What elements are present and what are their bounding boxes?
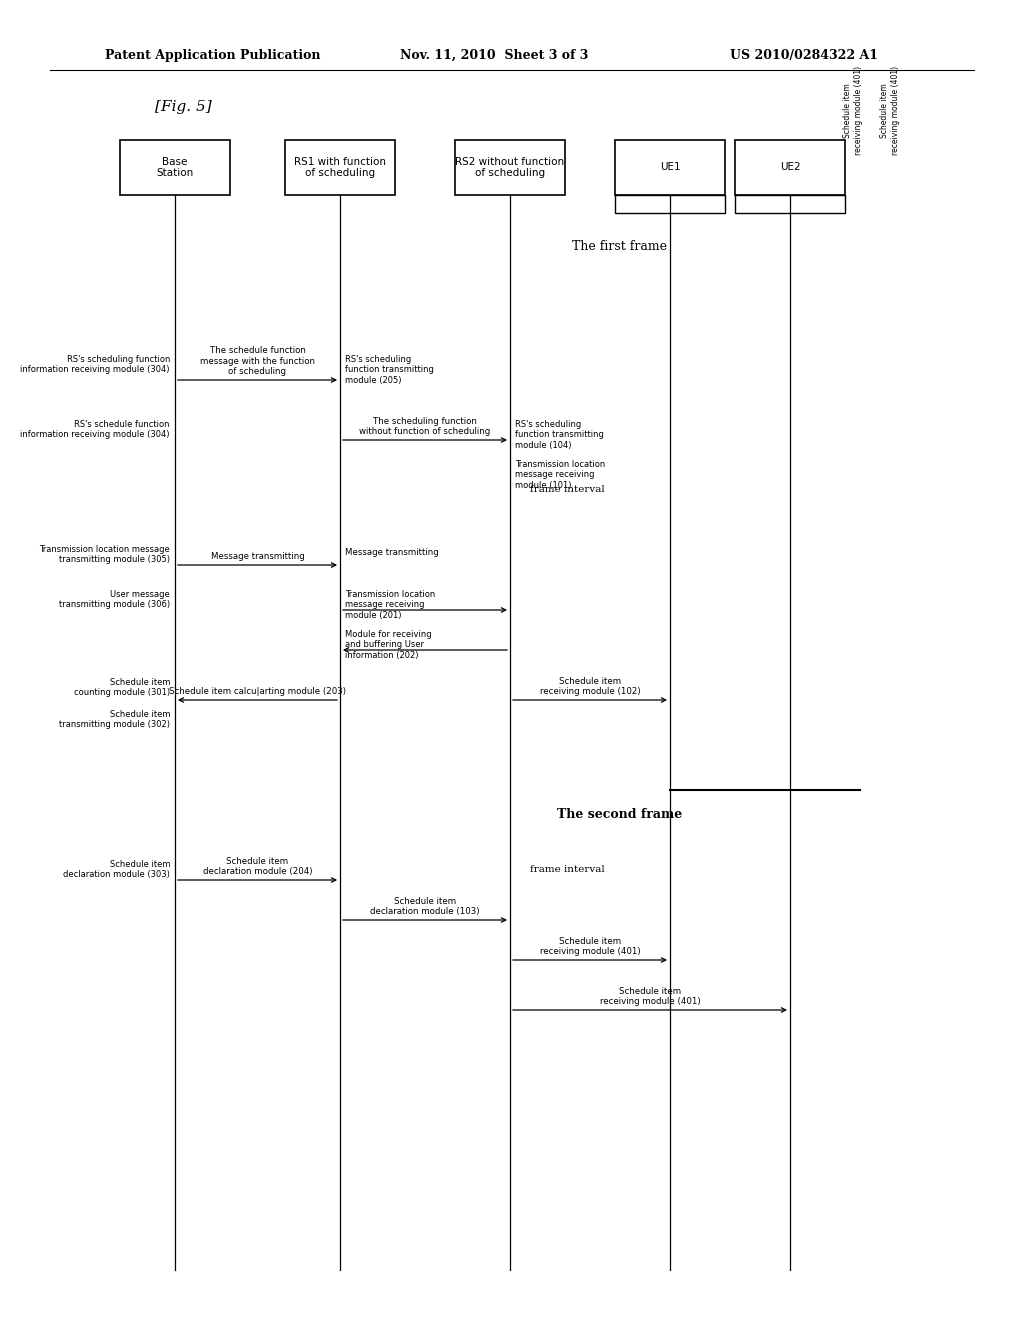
Text: Schedule item
receiving module (401): Schedule item receiving module (401) (540, 937, 640, 956)
Text: User message
transmitting module (306): User message transmitting module (306) (58, 590, 170, 610)
Bar (120, 140, 230, 195)
Text: US 2010/0284322 A1: US 2010/0284322 A1 (730, 49, 878, 62)
Text: [Fig. 5]: [Fig. 5] (155, 100, 212, 114)
Text: UE2: UE2 (779, 162, 801, 173)
Text: frame interval: frame interval (530, 866, 605, 874)
Bar (285, 140, 395, 195)
Text: RS's schedule function
information receiving module (304): RS's schedule function information recei… (20, 420, 170, 440)
Text: Schedule item
receiving module (401): Schedule item receiving module (401) (600, 986, 700, 1006)
Text: RS's scheduling function
information receiving module (304): RS's scheduling function information rec… (20, 355, 170, 375)
Text: The second frame: The second frame (557, 808, 683, 821)
Text: The schedule function
message with the function
of scheduling: The schedule function message with the f… (200, 346, 315, 376)
Text: RS1 with function
of scheduling: RS1 with function of scheduling (294, 157, 386, 178)
Text: Transmission location
message receiving
module (101): Transmission location message receiving … (515, 459, 605, 490)
Bar (455, 140, 565, 195)
Text: Patent Application Publication: Patent Application Publication (105, 49, 321, 62)
Text: Schedule item
receiving module (401): Schedule item receiving module (401) (881, 66, 900, 154)
Text: Message transmitting: Message transmitting (211, 552, 304, 561)
Text: Nov. 11, 2010  Sheet 3 of 3: Nov. 11, 2010 Sheet 3 of 3 (400, 49, 589, 62)
Text: The first frame: The first frame (572, 240, 668, 253)
Text: Message transmitting: Message transmitting (345, 548, 438, 557)
Text: UE1: UE1 (659, 162, 680, 173)
Bar (615, 140, 725, 195)
Text: RS's scheduling
function transmitting
module (104): RS's scheduling function transmitting mo… (515, 420, 604, 450)
Text: RS2 without function
of scheduling: RS2 without function of scheduling (456, 157, 564, 178)
Text: Transmission location
message receiving
module (201): Transmission location message receiving … (345, 590, 435, 620)
Text: RS's scheduling
function transmitting
module (205): RS's scheduling function transmitting mo… (345, 355, 434, 385)
Bar (615, 195, 725, 213)
Text: Schedule item
transmitting module (302): Schedule item transmitting module (302) (59, 710, 170, 730)
Text: Transmission location message
transmitting module (305): Transmission location message transmitti… (39, 545, 170, 565)
Text: Schedule item
counting module (301): Schedule item counting module (301) (74, 678, 170, 697)
Bar (735, 140, 845, 195)
Text: Module for receiving
and buffering User
information (202): Module for receiving and buffering User … (345, 630, 432, 660)
Text: Schedule item
declaration module (303): Schedule item declaration module (303) (63, 861, 170, 879)
Text: Schedule item
receiving module (401): Schedule item receiving module (401) (844, 66, 862, 154)
Bar (735, 195, 845, 213)
Text: Schedule item
declaration module (204): Schedule item declaration module (204) (203, 857, 312, 876)
Text: Schedule item calcu|arting module (203): Schedule item calcu|arting module (203) (169, 686, 346, 696)
Text: Base
Station: Base Station (157, 157, 194, 178)
Text: The scheduling function
without function of scheduling: The scheduling function without function… (359, 417, 490, 436)
Text: frame interval: frame interval (530, 486, 605, 495)
Text: Schedule item
declaration module (103): Schedule item declaration module (103) (371, 896, 480, 916)
Text: Schedule item
receiving module (102): Schedule item receiving module (102) (540, 677, 640, 696)
